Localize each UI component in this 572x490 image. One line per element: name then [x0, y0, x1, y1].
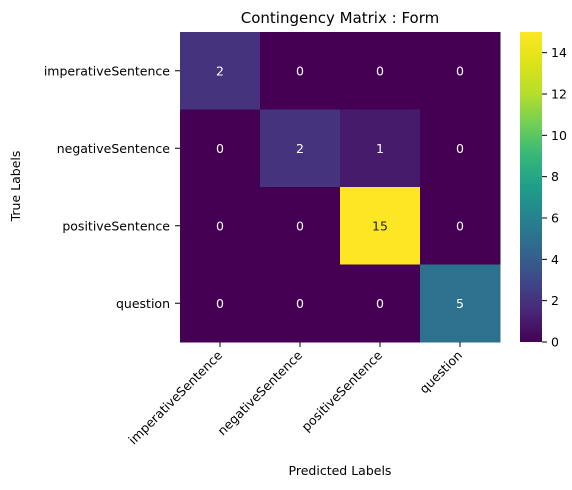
- cell-value-label: 5: [456, 296, 464, 311]
- colorbar-tick-label: 10: [551, 128, 567, 143]
- cell-value-label: 2: [216, 63, 224, 78]
- y-tick-label: positiveSentence: [62, 218, 170, 233]
- cell-value-label: 2: [296, 141, 304, 156]
- colorbar-tick-label: 2: [551, 293, 559, 308]
- heatmap-cell: [340, 187, 421, 265]
- cell-value-label: 0: [456, 141, 464, 156]
- cell-value-label: 0: [216, 218, 224, 233]
- x-tick-label: positiveSentence: [298, 347, 385, 434]
- cell-value-label: 0: [216, 296, 224, 311]
- x-tick-label: imperativeSentence: [125, 347, 225, 447]
- colorbar-tick-label: 4: [551, 252, 559, 267]
- heatmap-cell: [340, 264, 421, 343]
- chart-title: Contingency Matrix : Form: [241, 9, 439, 27]
- heatmap-cell: [260, 264, 341, 343]
- heatmap-cell: [260, 32, 341, 110]
- heatmap-cell: [340, 32, 421, 110]
- heatmap-cell: [180, 32, 261, 110]
- heatmap-cell: [260, 109, 341, 188]
- y-tick-label: question: [116, 296, 170, 311]
- colorbar-tick-label: 0: [551, 335, 559, 350]
- heatmap-cells: 2 0 0 0 0 2 1 0 0 0 15 0 0 0 0 5: [180, 32, 501, 343]
- x-axis-label: Predicted Labels: [289, 463, 392, 478]
- cell-value-label: 0: [216, 141, 224, 156]
- heatmap-cell: [180, 109, 261, 188]
- colorbar: [520, 32, 542, 342]
- x-axis-ticks: imperativeSentencenegativeSentencepositi…: [125, 342, 465, 447]
- x-tick-label: question: [416, 348, 465, 397]
- cell-value-label: 1: [376, 141, 384, 156]
- colorbar-ticks: 0 2 4 6 8 10 12 14: [542, 45, 567, 350]
- cell-value-label: 0: [296, 218, 304, 233]
- heatmap-cell: [180, 264, 261, 343]
- heatmap-cell: [420, 187, 501, 265]
- cell-value-label: 0: [376, 63, 384, 78]
- cell-value-label: 0: [456, 218, 464, 233]
- heatmap-cell: [260, 187, 341, 265]
- colorbar-tick-label: 14: [551, 45, 567, 60]
- cell-value-label: 0: [296, 296, 304, 311]
- y-axis-label: True Labels: [8, 151, 23, 223]
- cell-value-label: 15: [372, 218, 388, 233]
- heatmap-cell: [180, 187, 261, 265]
- y-axis-ticks: imperativeSentence negativeSentence positi…: [44, 63, 180, 311]
- x-tick-label: negativeSentence: [214, 347, 305, 438]
- y-tick-label: negativeSentence: [57, 141, 171, 156]
- colorbar-tick-label: 6: [551, 211, 559, 226]
- cell-value-label: 0: [296, 63, 304, 78]
- heatmap-cell: [420, 32, 501, 110]
- cell-value-label: 0: [376, 296, 384, 311]
- colorbar-tick-label: 12: [551, 87, 567, 102]
- heatmap-cell: [420, 264, 501, 343]
- colorbar-tick-label: 8: [551, 169, 559, 184]
- y-tick-label: imperativeSentence: [44, 63, 170, 78]
- heatmap-cell: [420, 109, 501, 188]
- heatmap-cell: [340, 109, 421, 188]
- cell-value-label: 0: [456, 63, 464, 78]
